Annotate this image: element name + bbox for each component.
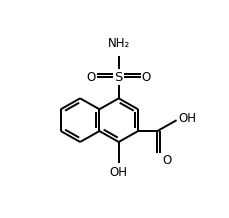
Text: S: S bbox=[114, 71, 122, 84]
Text: O: O bbox=[141, 71, 150, 84]
Text: O: O bbox=[162, 154, 171, 167]
Text: OH: OH bbox=[109, 166, 127, 179]
Text: O: O bbox=[86, 71, 95, 84]
Text: OH: OH bbox=[177, 112, 195, 125]
Text: NH₂: NH₂ bbox=[107, 37, 129, 51]
